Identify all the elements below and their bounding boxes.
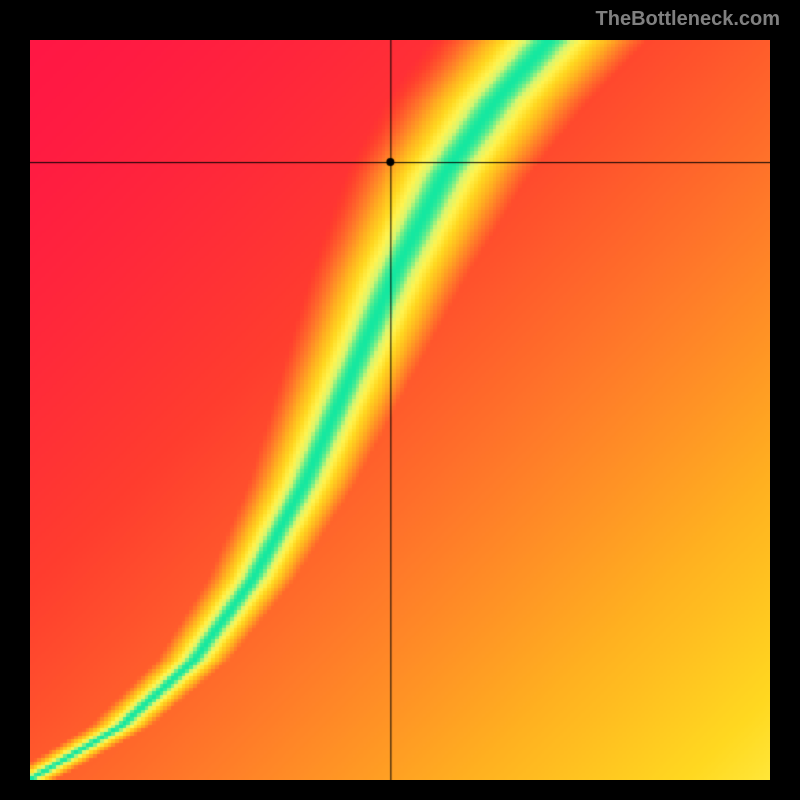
watermark-label: TheBottleneck.com bbox=[596, 8, 780, 31]
heatmap-chart bbox=[30, 40, 770, 780]
heatmap-canvas bbox=[30, 40, 770, 780]
